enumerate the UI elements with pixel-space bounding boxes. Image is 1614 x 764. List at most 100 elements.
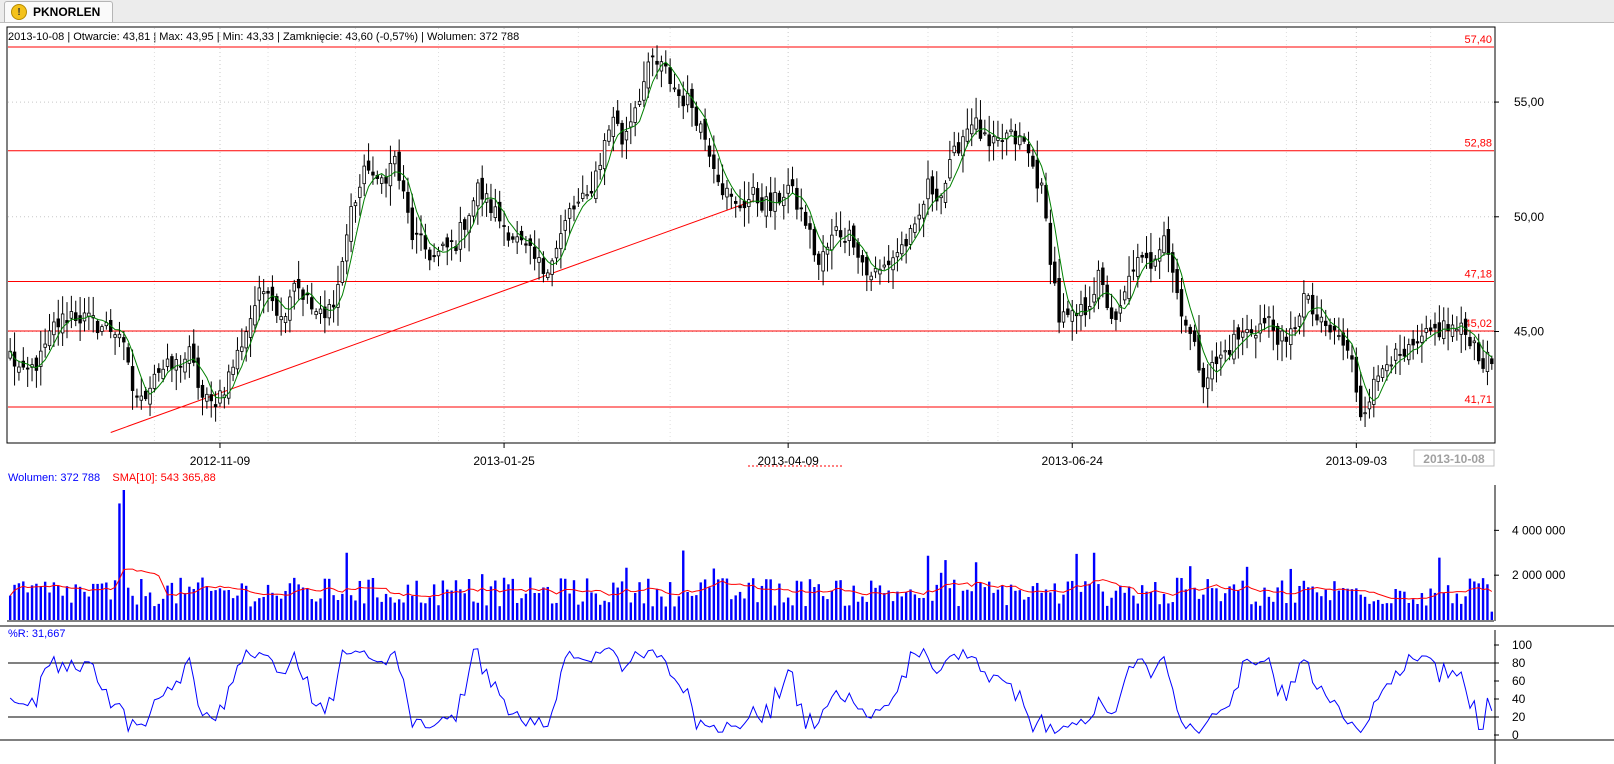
candle [1376,365,1380,391]
volume-bar [210,590,213,620]
candle [1459,306,1463,353]
candle-body-up [441,243,445,246]
volume-bar [1276,587,1279,620]
resistance-label: 41,71 [1464,394,1492,406]
candle [1192,324,1197,347]
volume-bar [699,582,702,620]
candle [1122,285,1127,305]
candle [56,299,60,346]
volume-bar [1372,601,1376,620]
candle-body-down [432,255,436,258]
candle-body-up [1240,331,1245,338]
candle [978,100,983,142]
candle-body-down [1105,284,1109,308]
volume-bar [668,582,672,620]
candle [108,309,113,339]
volume-bar [502,577,506,620]
candle-body-down [489,199,493,214]
candle [305,284,310,304]
volume-bar [1057,603,1061,620]
volume-bar [1232,584,1236,620]
volume-bar [231,598,235,620]
candle [720,164,725,200]
candle [707,138,712,168]
candle-body-up [1289,328,1293,345]
candle-body-up [379,177,384,184]
volume-bar [201,577,204,620]
candle [996,120,1000,147]
volume-bar [1022,599,1026,620]
volume-bar [953,579,956,620]
volume-bar [869,580,873,620]
candle-body-up [1254,334,1258,339]
candle-body-up [948,159,952,179]
volume-bar [546,586,549,620]
candle [782,184,786,220]
volume-bar [214,590,217,620]
candle [716,158,720,187]
volume-bar [1219,601,1223,620]
candle-body-down [650,55,655,58]
candle-body-up [821,251,825,272]
volume-bar [1368,603,1371,620]
candle [178,355,183,383]
candle [817,251,821,280]
volume-bar [1346,588,1349,620]
candle-body-up [257,287,262,301]
volume-bar [948,588,952,620]
williams-r-chart[interactable]: 0 20 40 60 80 100 [0,625,1614,764]
volume-bar [314,601,318,620]
volume-bar [861,596,864,620]
candle-body-up [1280,330,1284,342]
candle-body-up [1079,303,1083,317]
candle-body-up [493,206,498,218]
volume-bar [419,602,423,620]
candle-body-up [602,140,607,170]
candle [725,179,729,210]
candle [21,347,26,370]
candle [1236,324,1241,359]
candle-body-up [1393,348,1398,361]
candle-body-down [935,188,939,202]
candle-body-down [1101,267,1105,286]
tab-pknorlen[interactable]: ! PKNORLEN [4,1,114,22]
candle-body-up [1210,362,1214,380]
volume-bar [660,596,663,620]
candle [60,296,65,347]
candle-body-up [69,311,74,319]
volume-bar [310,599,313,620]
price-xtick-label: 2013-01-25 [473,454,535,468]
candle-body-up [279,316,283,321]
candle [607,125,611,146]
candle-body-up [917,214,921,220]
volume-bar [1355,588,1358,620]
volume-bar [424,603,427,620]
candle-body-down [703,118,707,140]
volume-bar [485,605,488,620]
candle-body-up [283,316,288,324]
candle [441,241,445,251]
candle-body-down [1109,307,1114,319]
volume-bar [262,596,265,620]
volume-bar [1350,589,1354,620]
price-chart[interactable]: 45,00 50,00 55,00 57,40 52,88 47,18 45,02 41,71… [0,0,1614,470]
candle [598,152,602,180]
candle [30,358,34,382]
candle [1088,286,1092,320]
candle-body-up [585,194,589,197]
candle-body-down [720,183,725,196]
volume-ytick-label: 4 000 000 [1512,523,1566,537]
volume-bar [1403,591,1406,620]
candle-body-up [1420,335,1424,343]
candle [1424,315,1428,342]
volume-bar [1079,591,1083,620]
candle-body-up [174,359,178,371]
wr-ytick-label: 0 [1512,728,1519,742]
trend-line [110,200,754,433]
candle-body-down [572,205,576,210]
candle-body-down [463,219,467,230]
candle [1210,350,1214,392]
volume-chart[interactable]: 2 000 000 4 000 000 [0,470,1614,625]
volume-bar [253,601,257,620]
candle-body-up [1450,324,1455,337]
